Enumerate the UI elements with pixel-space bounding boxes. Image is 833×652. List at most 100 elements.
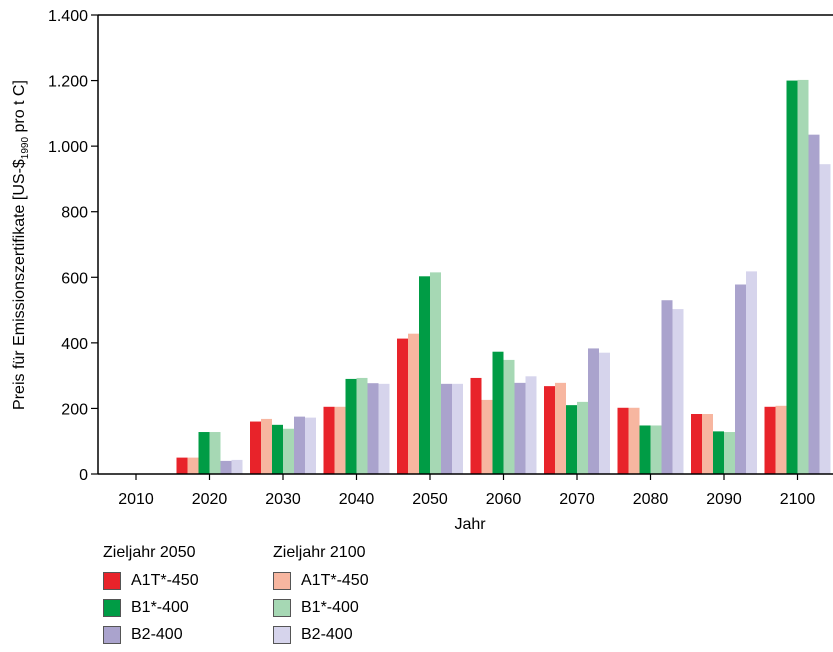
bar-2040-B1*-400-Zieljahr-2050 [345, 378, 357, 474]
y-tick-label: 1.200 [48, 74, 88, 91]
bar-2060-A1T*-450-Zieljahr-2100 [481, 399, 493, 474]
bar-2030-A1T*-450-Zieljahr-2050 [250, 421, 261, 474]
x-tick-label: 2030 [265, 491, 301, 508]
legend-swatch [103, 598, 121, 617]
legend-item: B1*-400 [273, 594, 369, 621]
x-tick-label: 2070 [559, 491, 595, 508]
bar-2070-B2-400-Zieljahr-2100 [599, 352, 610, 474]
y-tick-label: 600 [61, 270, 88, 287]
bar-2100-A1T*-450-Zieljahr-2100 [775, 405, 787, 474]
bar-2090-A1T*-450-Zieljahr-2100 [702, 414, 713, 474]
x-tick-label: 2100 [780, 491, 816, 508]
x-ticks: 2010 2020 2030 2040 2050 2060 2070 2080 2090 2100 [118, 474, 815, 508]
y-tick-label: 400 [61, 336, 88, 353]
legend-group-2050: Zieljahr 2050 A1T*-450 B1*-400 B2-400 [103, 543, 199, 648]
bar-2060-A1T*-450-Zieljahr-2050 [470, 377, 482, 474]
bar-2080-B2-400-Zieljahr-2100 [672, 309, 684, 474]
x-tick-label: 2010 [118, 491, 154, 508]
bar-2060-B2-400-Zieljahr-2050 [514, 382, 526, 474]
bar-2030-B2-400-Zieljahr-2050 [294, 416, 305, 474]
bar-2100-B1*-400-Zieljahr-2050 [786, 80, 798, 475]
bar-2070-B2-400-Zieljahr-2050 [588, 348, 599, 474]
bar-2100-B2-400-Zieljahr-2050 [808, 134, 820, 475]
bar-2080-B1*-400-Zieljahr-2100 [650, 425, 662, 474]
legend-swatch [273, 625, 291, 644]
bar-2040-A1T*-450-Zieljahr-2050 [323, 406, 335, 474]
bar-2020-B1*-400-Zieljahr-2050 [198, 432, 210, 474]
bar-2050-B2-400-Zieljahr-2100 [452, 383, 463, 474]
bar-2070-A1T*-450-Zieljahr-2050 [544, 386, 555, 474]
legend-label: B2-400 [131, 625, 183, 643]
legend-label: A1T*-450 [301, 571, 369, 589]
bar-2020-A1T*-450-Zieljahr-2050 [176, 457, 188, 474]
bar-2090-B1*-400-Zieljahr-2050 [713, 431, 724, 474]
bar-2090-B2-400-Zieljahr-2100 [746, 271, 757, 474]
bar-2080-A1T*-450-Zieljahr-2050 [617, 407, 629, 474]
y-axis-title-suffix: pro t C] [11, 80, 28, 137]
bar-2060-B2-400-Zieljahr-2100 [525, 376, 537, 474]
bar-2040-B2-400-Zieljahr-2050 [367, 383, 379, 474]
bar-2020-B2-400-Zieljahr-2100 [231, 459, 243, 474]
bar-2030-A1T*-450-Zieljahr-2100 [261, 418, 272, 474]
y-axis-title: Preis für Emissionszertifikate [US-$1990… [11, 80, 31, 410]
bar-2020-B1*-400-Zieljahr-2100 [209, 432, 221, 474]
y-axis-title-subscript: 1990 [20, 137, 31, 160]
axes [97, 14, 833, 475]
bar-2080-B1*-400-Zieljahr-2050 [639, 425, 651, 474]
legend-group-title: Zieljahr 2050 [103, 544, 196, 561]
x-axis-title: Jahr [454, 516, 486, 533]
x-tick-label: 2090 [706, 491, 742, 508]
y-axis-title-main: Preis für Emissionszertifikate [US-$ [11, 159, 28, 410]
bar-2090-A1T*-450-Zieljahr-2050 [691, 414, 702, 474]
bar-2100-A1T*-450-Zieljahr-2050 [764, 406, 776, 474]
bar-2050-A1T*-450-Zieljahr-2050 [397, 338, 408, 474]
bar-2030-B1*-400-Zieljahr-2100 [283, 428, 294, 474]
x-tick-label: 2060 [486, 491, 522, 508]
bar-2020-A1T*-450-Zieljahr-2100 [187, 457, 199, 474]
bar-layer [176, 79, 831, 475]
legend-swatch [273, 571, 291, 590]
legend-item: A1T*-450 [103, 567, 199, 594]
bar-2040-A1T*-450-Zieljahr-2100 [334, 406, 346, 474]
bar-chart: 0 200 400 600 800 1.000 1.200 1.400 2010 2020 203… [11, 8, 833, 533]
legend-item: A1T*-450 [273, 567, 369, 594]
bar-2080-B2-400-Zieljahr-2050 [661, 300, 673, 474]
legend-item: B1*-400 [103, 594, 199, 621]
y-tick-label: 0 [79, 467, 88, 484]
legend-swatch [273, 598, 291, 617]
bar-2070-B1*-400-Zieljahr-2100 [577, 401, 588, 474]
x-tick-label: 2050 [412, 491, 448, 508]
bar-2080-A1T*-450-Zieljahr-2100 [628, 407, 640, 474]
y-tick-label: 200 [61, 401, 88, 418]
legend-group-2100: Zieljahr 2100 A1T*-450 B1*-400 B2-400 [273, 543, 369, 648]
bar-2030-B2-400-Zieljahr-2100 [305, 417, 316, 474]
bar-2090-B1*-400-Zieljahr-2100 [724, 432, 735, 474]
bar-2070-B1*-400-Zieljahr-2050 [566, 405, 577, 474]
legend-group-title: Zieljahr 2100 [273, 544, 366, 561]
bar-2100-B2-400-Zieljahr-2100 [819, 164, 831, 475]
bar-2040-B1*-400-Zieljahr-2100 [356, 377, 368, 474]
legend-item: B2-400 [103, 621, 199, 648]
bar-2090-B2-400-Zieljahr-2050 [735, 284, 746, 474]
y-tick-label: 800 [61, 205, 88, 222]
bar-2050-B1*-400-Zieljahr-2100 [430, 272, 441, 474]
legend-label: A1T*-450 [131, 571, 199, 589]
bar-2030-B1*-400-Zieljahr-2050 [272, 424, 283, 474]
y-tick-label: 1.400 [48, 8, 88, 25]
legend-swatch [103, 571, 121, 590]
bar-2050-B1*-400-Zieljahr-2050 [419, 276, 430, 474]
y-tick-label: 1.000 [48, 139, 88, 156]
x-tick-label: 2040 [339, 491, 375, 508]
legend-label: B1*-400 [131, 598, 189, 616]
bar-2020-B2-400-Zieljahr-2050 [220, 460, 232, 474]
bar-2060-B1*-400-Zieljahr-2050 [492, 351, 504, 474]
legend-label: B2-400 [301, 625, 353, 643]
legend-label: B1*-400 [301, 598, 359, 616]
bar-2070-A1T*-450-Zieljahr-2100 [555, 382, 566, 474]
bar-2100-B1*-400-Zieljahr-2100 [797, 79, 809, 474]
x-tick-label: 2080 [633, 491, 669, 508]
legend-swatch [103, 625, 121, 644]
bar-2050-B2-400-Zieljahr-2050 [441, 383, 452, 474]
legend: Zieljahr 2050 A1T*-450 B1*-400 B2-400 Zi… [103, 543, 503, 648]
y-ticks: 0 200 400 600 800 1.000 1.200 1.400 [48, 8, 98, 484]
